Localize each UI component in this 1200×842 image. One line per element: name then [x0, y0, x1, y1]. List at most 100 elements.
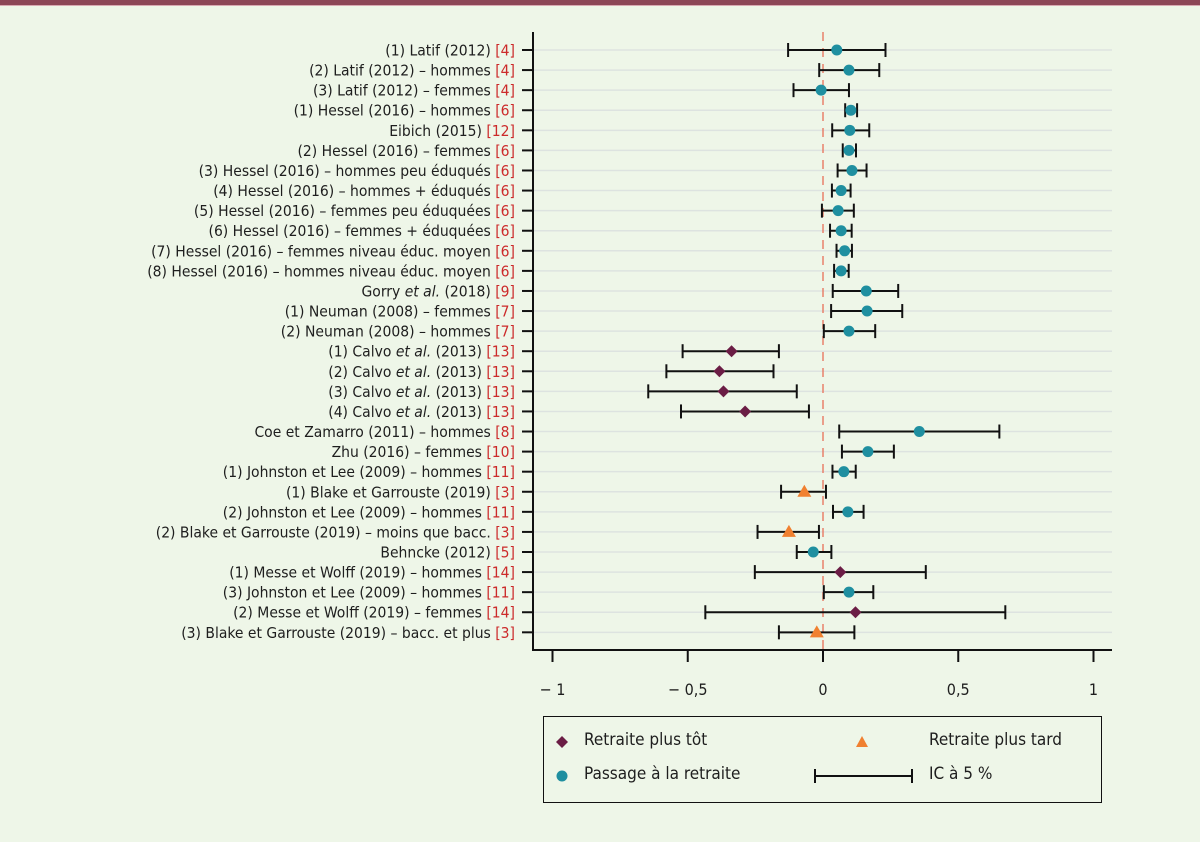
point-early — [849, 606, 862, 619]
y-tick-label: (5) Hessel (2016) – femmes peu éduquées … — [194, 202, 515, 220]
y-tick-label: (3) Hessel (2016) – hommes peu éduqués [… — [199, 162, 515, 180]
y-tick-label: (2) Latif (2012) – hommes [4] — [309, 62, 515, 80]
point-transition — [861, 305, 873, 317]
estimate-row — [841, 143, 858, 158]
point-transition — [913, 426, 925, 438]
point-transition — [862, 446, 874, 458]
estimate-row — [822, 324, 877, 339]
y-tick-label: Coe et Zamarro (2011) – hommes [8] — [254, 423, 515, 441]
point-early — [717, 385, 730, 398]
point-transition — [815, 84, 827, 96]
x-tick-label: 0 — [818, 680, 827, 699]
y-tick-label: (6) Hessel (2016) – femmes + éduquées [6… — [209, 222, 516, 240]
data-marks — [647, 43, 1007, 640]
point-late — [809, 625, 824, 638]
estimate-row — [780, 484, 827, 499]
estimate-row — [840, 444, 895, 459]
estimate-row — [777, 625, 856, 640]
estimate-row — [831, 464, 857, 479]
y-tick-label: (7) Hessel (2016) – femmes niveau éduc. … — [151, 242, 515, 260]
estimate-row — [792, 83, 850, 98]
point-transition — [835, 265, 847, 277]
point-early — [725, 345, 738, 358]
y-tick-label: (2) Messe et Wolff (2019) – femmes [14] — [233, 604, 515, 622]
estimate-row — [844, 103, 859, 118]
point-transition — [838, 466, 850, 478]
point-late — [797, 484, 812, 497]
x-tick-label: 0,5 — [947, 680, 970, 699]
estimate-row — [836, 163, 868, 178]
legend-triangle-icon — [856, 736, 868, 747]
point-transition — [807, 546, 819, 558]
y-tick-label: (3) Calvo et al. (2013) [13] — [328, 383, 515, 401]
x-tick-label: 1 — [1089, 680, 1098, 699]
y-tick-label: (4) Hessel (2016) – hommes + éduqués [6] — [213, 182, 515, 200]
y-tick-label: Zhu (2016) – femmes [10] — [332, 443, 515, 461]
point-transition — [844, 124, 856, 136]
estimate-row — [756, 524, 820, 539]
y-tick-label: (4) Calvo et al. (2013) [13] — [328, 403, 515, 421]
point-transition — [835, 185, 847, 197]
point-transition — [835, 225, 847, 237]
y-tick-label: (2) Johnston et Lee (2009) – hommes [11] — [223, 503, 515, 521]
legend-circle-icon — [556, 770, 568, 782]
point-late — [781, 524, 796, 537]
y-tick-label: (3) Blake et Garrouste (2019) – bacc. et… — [181, 624, 515, 642]
estimate-row — [829, 223, 853, 238]
legend-ci-icon — [814, 769, 913, 783]
estimate-row — [704, 605, 1007, 620]
point-early — [713, 365, 726, 378]
point-transition — [842, 506, 854, 518]
point-transition — [843, 325, 855, 337]
point-transition — [843, 64, 855, 76]
y-tick-label: Behncke (2012) [5] — [380, 544, 515, 562]
estimate-row — [679, 404, 810, 419]
y-tick-label: (1) Johnston et Lee (2009) – hommes [11] — [223, 463, 515, 481]
point-transition — [843, 586, 855, 598]
estimate-row — [822, 585, 875, 600]
estimate-row — [681, 344, 780, 359]
estimate-row — [820, 203, 855, 218]
x-axis-ticks: − 1 − 0,5 0 0,5 1 — [540, 650, 1098, 699]
point-transition — [860, 285, 872, 297]
point-transition — [845, 104, 857, 116]
estimate-row — [832, 504, 865, 519]
point-transition — [831, 44, 843, 56]
x-tick-label: − 1 — [540, 680, 566, 699]
y-tick-label: (2) Blake et Garrouste (2019) – moins qu… — [156, 523, 515, 541]
estimate-row — [838, 424, 1001, 439]
y-tick-label: Gorry et al. (2018) [9] — [361, 282, 515, 300]
y-tick-label: (1) Blake et Garrouste (2019) [3] — [286, 483, 515, 501]
point-early — [739, 405, 752, 418]
y-tick-label: (8) Hessel (2016) – hommes niveau éduc. … — [147, 262, 515, 280]
point-transition — [843, 144, 855, 156]
y-tick-label: (2) Hessel (2016) – femmes [6] — [297, 142, 515, 160]
legend-label-transition: Passage à la retraite — [584, 764, 741, 784]
top-border-bar — [0, 0, 1200, 5]
estimate-row — [830, 183, 852, 198]
legend: Retraite plus tôt Retraite plus tard Pas… — [543, 716, 1102, 803]
axes — [522, 32, 1112, 651]
y-tick-label: (3) Latif (2012) – femmes [4] — [313, 82, 515, 100]
point-transition — [846, 164, 858, 176]
estimate-row — [831, 283, 900, 298]
estimate-row — [833, 263, 850, 278]
point-transition — [832, 205, 844, 217]
estimate-row — [647, 384, 798, 399]
estimate-row — [835, 243, 853, 258]
y-tick-label: (1) Neuman (2008) – femmes [7] — [285, 303, 515, 321]
legend-diamond-icon — [556, 736, 568, 748]
y-tick-label: (2) Neuman (2008) – hommes [7] — [281, 323, 515, 341]
legend-label-ci: IC à 5 % — [929, 764, 993, 784]
point-early — [834, 566, 847, 579]
point-transition — [839, 245, 851, 257]
estimate-row — [795, 545, 833, 559]
estimate-row — [831, 123, 871, 138]
legend-label-late: Retraite plus tard — [929, 730, 1062, 750]
y-tick-label: (1) Latif (2012) [4] — [385, 42, 515, 60]
estimate-row — [753, 565, 927, 580]
estimate-row — [830, 304, 904, 319]
estimate-row — [665, 364, 775, 379]
y-axis-labels: (1) Latif (2012) [4] (2) Latif (2012) – h… — [147, 42, 515, 642]
